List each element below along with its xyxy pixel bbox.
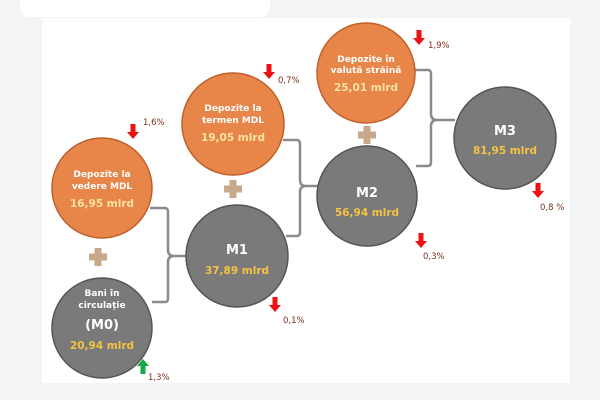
node-label: M2 <box>356 186 378 201</box>
node-label: termen MDL <box>202 116 264 126</box>
change-label: 1,9% <box>428 41 450 51</box>
node-label: M1 <box>226 243 248 258</box>
change-label: 1,6% <box>143 118 165 128</box>
node-depozite-termen: Depozite la termen MDL 19,05 mlrd <box>181 72 285 176</box>
node-value: 56,94 mlrd <box>335 207 399 219</box>
change-label: 0,8 % <box>540 203 564 213</box>
plus-icon <box>224 180 242 198</box>
node-depozite-valuta: Depozite în valută străină 25,01 mlrd <box>316 22 416 124</box>
node-value: 25,01 mlrd <box>334 82 398 94</box>
arrow-down-icon <box>413 30 425 45</box>
arrow-down-icon <box>269 297 281 312</box>
node-value: 20,94 mlrd <box>70 340 134 352</box>
plus-icon <box>89 248 107 266</box>
change-label: 0,3% <box>423 252 445 262</box>
change-label: 0,7% <box>278 76 300 86</box>
top-card <box>20 0 270 17</box>
node-label: vedere MDL <box>72 182 133 192</box>
node-value: 16,95 mlrd <box>70 198 134 210</box>
arrow-down-icon <box>127 124 139 139</box>
arrow-down-icon <box>263 64 275 79</box>
change-label: 1,3% <box>148 373 170 383</box>
node-label: M3 <box>494 124 516 139</box>
plus-icon <box>358 126 376 144</box>
brace-m3 <box>414 68 455 168</box>
arrow-down-icon <box>532 183 544 198</box>
node-depozite-vedere: Depozite la vedere MDL 16,95 mlrd <box>51 137 153 239</box>
node-label: valută străină <box>331 66 402 76</box>
node-m1: M1 37,89 mlrd <box>185 204 289 308</box>
node-value: 81,95 mlrd <box>473 145 537 157</box>
node-label: Depozite la <box>73 170 130 180</box>
node-m2: M2 56,94 mlrd <box>316 145 418 247</box>
node-value: 37,89 mlrd <box>205 265 269 277</box>
node-label: circulație <box>78 301 125 311</box>
brace-m2 <box>283 138 318 238</box>
node-value: 19,05 mlrd <box>201 132 265 144</box>
node-m0: Bani în circulație (M0) 20,94 mlrd <box>51 277 153 379</box>
change-label: 0,1% <box>283 316 305 326</box>
node-m3: M3 81,95 mlrd <box>453 86 557 190</box>
brace-m1 <box>150 206 186 304</box>
node-label: (M0) <box>85 318 119 333</box>
node-label: Depozite la <box>204 104 261 114</box>
node-label: Bani în <box>84 289 119 299</box>
node-label: Depozite în <box>337 55 395 65</box>
arrow-down-icon <box>415 233 427 248</box>
